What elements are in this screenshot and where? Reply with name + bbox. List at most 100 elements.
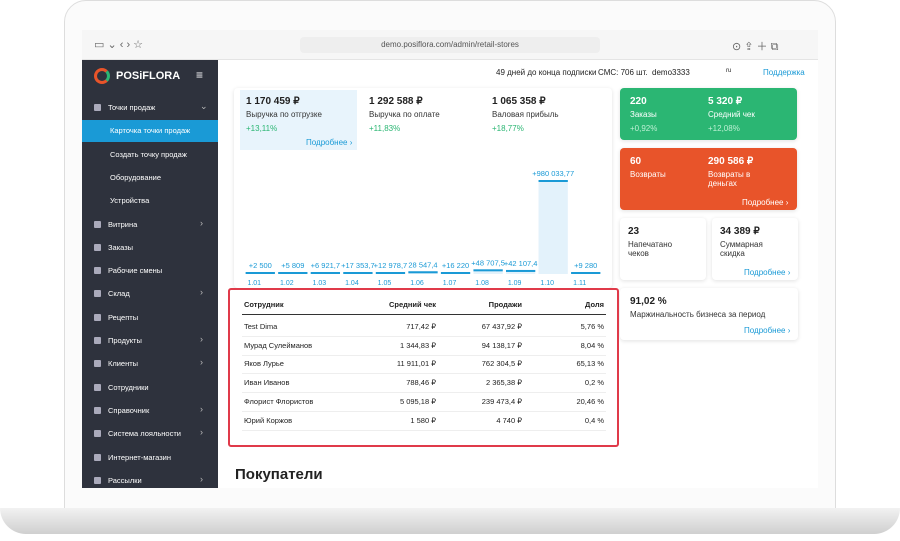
- x-tick-label: 1.10: [540, 280, 554, 287]
- chart: +2 500 1.01 +5 809 1.02 +6 921,7 1.03 +17 353,…: [245, 169, 601, 287]
- table-cell: 94 138,17 ₽: [481, 340, 522, 350]
- menu-icon: [94, 406, 101, 414]
- kpi-value: 1 292 588 ₽: [369, 96, 423, 107]
- menu-item[interactable]: Точки продаж ⌄: [82, 97, 218, 119]
- x-tick-label: 1.02: [280, 280, 294, 287]
- bar-top: [408, 271, 438, 274]
- bar-top: [375, 272, 406, 274]
- support[interactable]: Поддержка: [763, 68, 805, 77]
- table-header: Сотрудник: [244, 300, 284, 309]
- menu-item[interactable]: Заказы: [82, 237, 218, 259]
- x-tick-label: 1.04: [345, 280, 359, 287]
- x-tick-label: 1.03: [313, 280, 327, 287]
- menu-label: Клиенты: [108, 359, 139, 369]
- value: 23: [628, 226, 640, 237]
- table-cell: 1 580 ₽: [410, 415, 436, 425]
- x-tick-label: 1.08: [475, 280, 489, 287]
- nav-icons[interactable]: ▭ ⌄ ‹ › ☆: [94, 39, 144, 51]
- more-link[interactable]: Подробнее ›: [744, 268, 791, 277]
- lang[interactable]: ru: [726, 68, 732, 74]
- table-cell: 788,46 ₽: [406, 378, 436, 388]
- employee-table: Сотрудник Средний чек Продажи Доля Test Dima…: [228, 288, 619, 447]
- value-label: +16 220: [442, 261, 469, 270]
- more-link[interactable]: Подробнее ›: [744, 326, 791, 335]
- x-tick-label: 1.07: [443, 280, 457, 287]
- section-title: Покупатели: [235, 466, 323, 483]
- menu-item[interactable]: Создать точку продаж: [82, 144, 218, 166]
- table-cell: Test Dima: [244, 322, 278, 331]
- table-cell: Мурад Сулейманов: [244, 340, 313, 350]
- menu-item[interactable]: Система лояльности ›: [82, 423, 218, 445]
- menu-item[interactable]: Витрина ›: [82, 214, 218, 236]
- menu-item[interactable]: Клиенты ›: [82, 353, 218, 375]
- value: 91,02 %: [630, 296, 667, 307]
- x-tick-label: 1.01: [247, 280, 261, 287]
- menu-arrow: ›: [200, 473, 203, 484]
- bar-top: [538, 180, 568, 182]
- menu-item[interactable]: Карточка точки продаж: [82, 120, 218, 143]
- menu-item[interactable]: Интернет-магазин: [82, 447, 218, 469]
- value-label: +12 978,7: [374, 261, 408, 270]
- menu-label: Рассылки: [108, 475, 142, 485]
- address-bar[interactable]: demo.posiflora.com/admin/retail-stores: [300, 37, 600, 53]
- label: Возвраты: [630, 170, 666, 179]
- table-cell: 0,4 %: [584, 415, 604, 425]
- value-label: +42 107,4: [504, 259, 538, 268]
- kpi-change: +13,11%: [246, 124, 278, 133]
- toolbar-icons[interactable]: ⊙ ⇪ ＋ ⧉: [732, 41, 779, 53]
- bar-top: [440, 272, 471, 274]
- table-cell: 762 304,5 ₽: [481, 359, 522, 369]
- table-cell: 8,04 %: [580, 340, 604, 350]
- menu-arrow: ›: [200, 403, 203, 414]
- value-label: +17 353,7: [341, 261, 375, 270]
- header-rule: [242, 314, 606, 315]
- menu-label: Рабочие смены: [108, 266, 163, 276]
- menu-item[interactable]: Рабочие смены: [82, 260, 218, 282]
- menu-item[interactable]: Справочник ›: [82, 400, 218, 422]
- menu-item[interactable]: Сотрудники: [82, 377, 218, 399]
- label: Заказы: [630, 110, 657, 119]
- menu-item[interactable]: Оборудование: [82, 167, 218, 189]
- value: 34 389 ₽: [720, 226, 760, 237]
- subscription: 49 дней до конца подписки: [496, 68, 597, 77]
- menu-item[interactable]: Продукты ›: [82, 330, 218, 352]
- menu-item[interactable]: Рассылки ›: [82, 470, 218, 488]
- menu-icon: [94, 313, 101, 321]
- label: Маржинальность бизнеса за период: [630, 310, 766, 319]
- menu-icon: [94, 104, 101, 111]
- menu-label: Точки продаж: [108, 103, 156, 112]
- menu-arrow: ⌄: [200, 101, 208, 111]
- menu-label: Устройства: [110, 196, 150, 206]
- change: +0,92%: [630, 124, 658, 133]
- menu-item[interactable]: Склад ›: [82, 283, 218, 305]
- row-rule: [242, 429, 606, 431]
- url: demo.posiflora.com/admin/retail-stores: [381, 40, 519, 49]
- menu-item[interactable]: Устройства: [82, 190, 218, 212]
- label: Суммарная скидка: [720, 240, 763, 258]
- bar-top: [310, 272, 341, 274]
- x-tick-label: 1.06: [410, 280, 424, 287]
- kpi-change: +11,83%: [369, 124, 401, 133]
- row-rule: [242, 354, 606, 356]
- user[interactable]: demo3333: [652, 68, 690, 77]
- menu-arrow: ›: [200, 357, 203, 368]
- bar-top: [505, 269, 536, 272]
- value-label: +2 500: [249, 261, 272, 270]
- kpi-value: 1 170 459 ₽: [246, 96, 300, 107]
- sms: СМС: 706 шт.: [598, 68, 648, 77]
- more-link[interactable]: Подробнее ›: [306, 138, 353, 147]
- table-header: Доля: [585, 300, 604, 309]
- menu-label: Справочник: [108, 405, 150, 415]
- menu-item[interactable]: Рецепты: [82, 307, 218, 329]
- table-cell: Иван Иванов: [244, 378, 290, 388]
- printed-card: 23 Напечатано чеков: [620, 218, 706, 280]
- menu-toggle[interactable]: ≡: [196, 68, 204, 82]
- more-link[interactable]: Подробнее ›: [742, 198, 789, 207]
- menu-label: Карточка точки продаж: [110, 126, 191, 136]
- table-cell: Юрий Коржов: [244, 415, 293, 425]
- logo: POSiFLORA: [116, 70, 181, 82]
- value-label: +6 921,7: [311, 261, 340, 270]
- bar-top: [278, 272, 308, 274]
- kpi-label: Выручка по отгрузке: [246, 110, 322, 119]
- kpi-card: 1 170 459 ₽ Выручка по отгрузке +13,11% Под…: [240, 90, 357, 150]
